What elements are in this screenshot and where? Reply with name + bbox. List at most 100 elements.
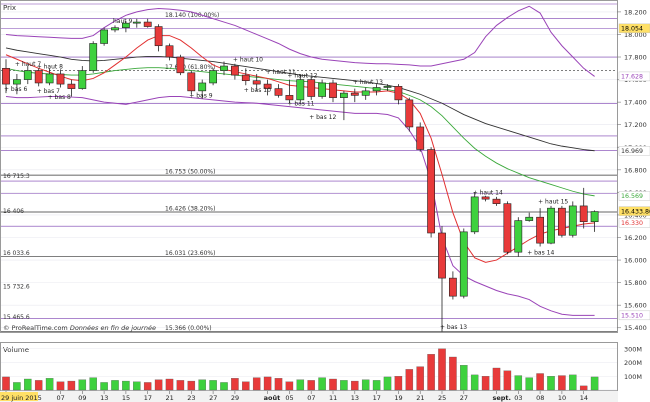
volume-bar: [220, 382, 228, 391]
volume-bar: [470, 374, 479, 391]
candle: [23, 70, 32, 80]
pivot-annotation: + haut 13: [353, 79, 383, 86]
candle: [78, 70, 87, 89]
price-box-label: 16.969: [621, 148, 643, 155]
candle: [67, 83, 76, 89]
left-labels: 16 715.3 16 406 16 033.6 15 732.6 15 465.6: [3, 173, 30, 321]
left-level-label: 16 715.3: [3, 173, 30, 180]
volume-panel-title: Volume: [3, 346, 29, 354]
volume-bar: [427, 354, 435, 391]
volume-bar: [209, 380, 217, 391]
price-box-label: 17.628: [621, 74, 643, 81]
x-tick-label: 09: [78, 394, 86, 402]
candle: [383, 86, 392, 88]
volume-bar: [361, 379, 370, 391]
price-box: [618, 191, 650, 201]
candle: [296, 79, 305, 101]
volume-bar: [78, 379, 87, 391]
candle: [220, 65, 228, 71]
volume-tick-label: 200M: [624, 359, 642, 367]
left-level-label: 15 465.6: [3, 314, 30, 321]
candle: [525, 216, 534, 221]
price-tick-label: 15.600: [624, 302, 647, 310]
volume-bar: [24, 378, 32, 391]
x-tick-label: 23: [187, 394, 195, 402]
price-tick-label: 16.000: [624, 257, 647, 265]
price-box-label: 15.510: [621, 313, 643, 320]
candle: [45, 73, 54, 84]
volume-bar: [111, 380, 119, 391]
price-tick-label: 15.800: [624, 279, 647, 287]
volume-bar: [525, 377, 533, 391]
price-tick-label: 15.400: [624, 324, 647, 332]
volume-bar: [372, 380, 381, 391]
candle: [89, 43, 98, 71]
volume-bar: [503, 370, 512, 391]
volume-bar: [579, 385, 588, 391]
volume-bar: [67, 380, 76, 391]
volume-bar: [416, 366, 424, 391]
candle: [34, 70, 43, 84]
left-level-label: 15 732.6: [3, 284, 30, 291]
copyright: © ProRealTime.com Données en fin de jour…: [3, 324, 156, 332]
price-tick-label: 16.200: [624, 234, 647, 242]
volume-bar: [569, 374, 577, 391]
price-box: [618, 218, 650, 228]
x-tick-label: 14: [580, 394, 588, 402]
volume-bar: [274, 378, 283, 391]
price-box-label: 16.433.86: [621, 208, 650, 215]
volume-bar: [590, 376, 599, 391]
volume-y-axis: 300M 200M 100M: [624, 345, 642, 381]
price-box: [618, 310, 650, 321]
volume-bar: [176, 380, 185, 391]
volume-bar: [242, 381, 250, 391]
volume-bar: [100, 382, 108, 391]
fib-label: 16.031 (23.60%): [165, 250, 215, 257]
x-tick-label: 29 juin 2015: [1, 394, 42, 402]
volume-bar: [514, 375, 523, 391]
pivot-annotation: + bas 6: [4, 86, 27, 93]
volume-bar: [154, 379, 163, 391]
x-tick-label: 29: [231, 394, 239, 402]
x-tick-label: 19: [394, 394, 402, 402]
pivot-annotation: + haut 12: [287, 72, 317, 79]
volume-bar: [329, 378, 337, 391]
fib-label: 17.680 (61.80%): [165, 64, 215, 71]
volume-bar: [56, 381, 65, 391]
volume-bar: [165, 378, 174, 391]
left-level-label: 16 406: [3, 208, 24, 215]
volume-bar: [481, 376, 490, 391]
volume-bar: [198, 379, 206, 391]
candle: [470, 196, 479, 233]
candle: [438, 232, 446, 279]
bollinger-lower-line: [5, 95, 595, 316]
price-tick-label: 17.400: [624, 99, 647, 107]
volume-bar: [394, 376, 403, 391]
volume-bar: [285, 381, 294, 391]
pivot-annotation: + bas 12: [309, 114, 336, 121]
candle: [143, 21, 152, 27]
fib-label: 16.426 (38.20%): [165, 206, 215, 213]
candles: [2, 18, 599, 332]
candle: [285, 95, 294, 101]
candle: [187, 72, 196, 92]
candle: [405, 99, 414, 128]
candle: [536, 216, 544, 244]
volume-bar: [34, 380, 43, 391]
volume-bar: [383, 376, 392, 391]
candle: [361, 90, 370, 96]
candle: [329, 82, 337, 98]
candle: [241, 74, 250, 82]
candle: [568, 205, 577, 236]
pivot-annotation: + haut 15: [538, 199, 568, 206]
candle: [448, 277, 457, 297]
volume-bar: [307, 380, 315, 391]
candle: [132, 21, 141, 24]
fib-label: 16.753 (50.00%): [165, 169, 215, 176]
x-tick-label: 13: [100, 394, 108, 402]
volume-bar: [296, 379, 305, 391]
candle: [231, 65, 239, 76]
volume-bar: [2, 376, 10, 391]
pivot-annotation: + haut 7: [15, 61, 41, 68]
candle: [100, 29, 108, 44]
